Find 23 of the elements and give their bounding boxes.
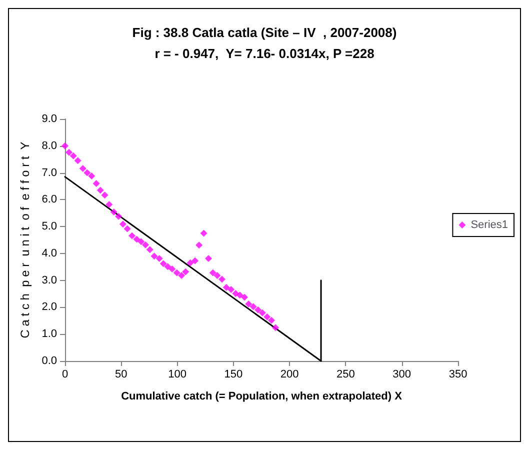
legend-label: Series1: [470, 219, 508, 231]
chart-title: Fig : 38.8 Catla catla (Site – IV , 2007-2008): [132, 25, 397, 40]
y-axis-title: C a t c h p e r u n i t o f e f f o r t Y: [18, 142, 32, 338]
x-tick-label: 200: [280, 368, 299, 380]
y-tick-label: 7.0: [42, 166, 57, 179]
x-tick-label: 350: [448, 368, 468, 380]
x-axis-title: Cumulative catch (= Population, when extrapolated) X: [121, 390, 403, 402]
y-tick-label: 8.0: [42, 140, 57, 152]
x-tick-label: 0: [62, 368, 68, 380]
x-tick-label: 100: [168, 368, 186, 380]
y-tick-label: 4.0: [42, 247, 57, 260]
x-tick-label: 150: [224, 368, 243, 380]
y-tick-label: 6.0: [42, 194, 57, 206]
y-tick-label: 5.0: [42, 220, 57, 233]
y-tick-label: 0.0: [42, 355, 57, 367]
x-tick-label: 250: [336, 368, 355, 380]
x-tick-label: 50: [115, 368, 128, 380]
x-tick-label: 300: [392, 368, 412, 380]
chart-subtitle: r = - 0.947, Y= 7.16- 0.0314x, P =228: [154, 46, 374, 61]
y-tick-label: 2.0: [42, 301, 57, 314]
y-tick-label: 1.0: [42, 328, 57, 340]
y-tick-label: 9.0: [42, 113, 57, 125]
y-tick-label: 3.0: [42, 274, 57, 286]
